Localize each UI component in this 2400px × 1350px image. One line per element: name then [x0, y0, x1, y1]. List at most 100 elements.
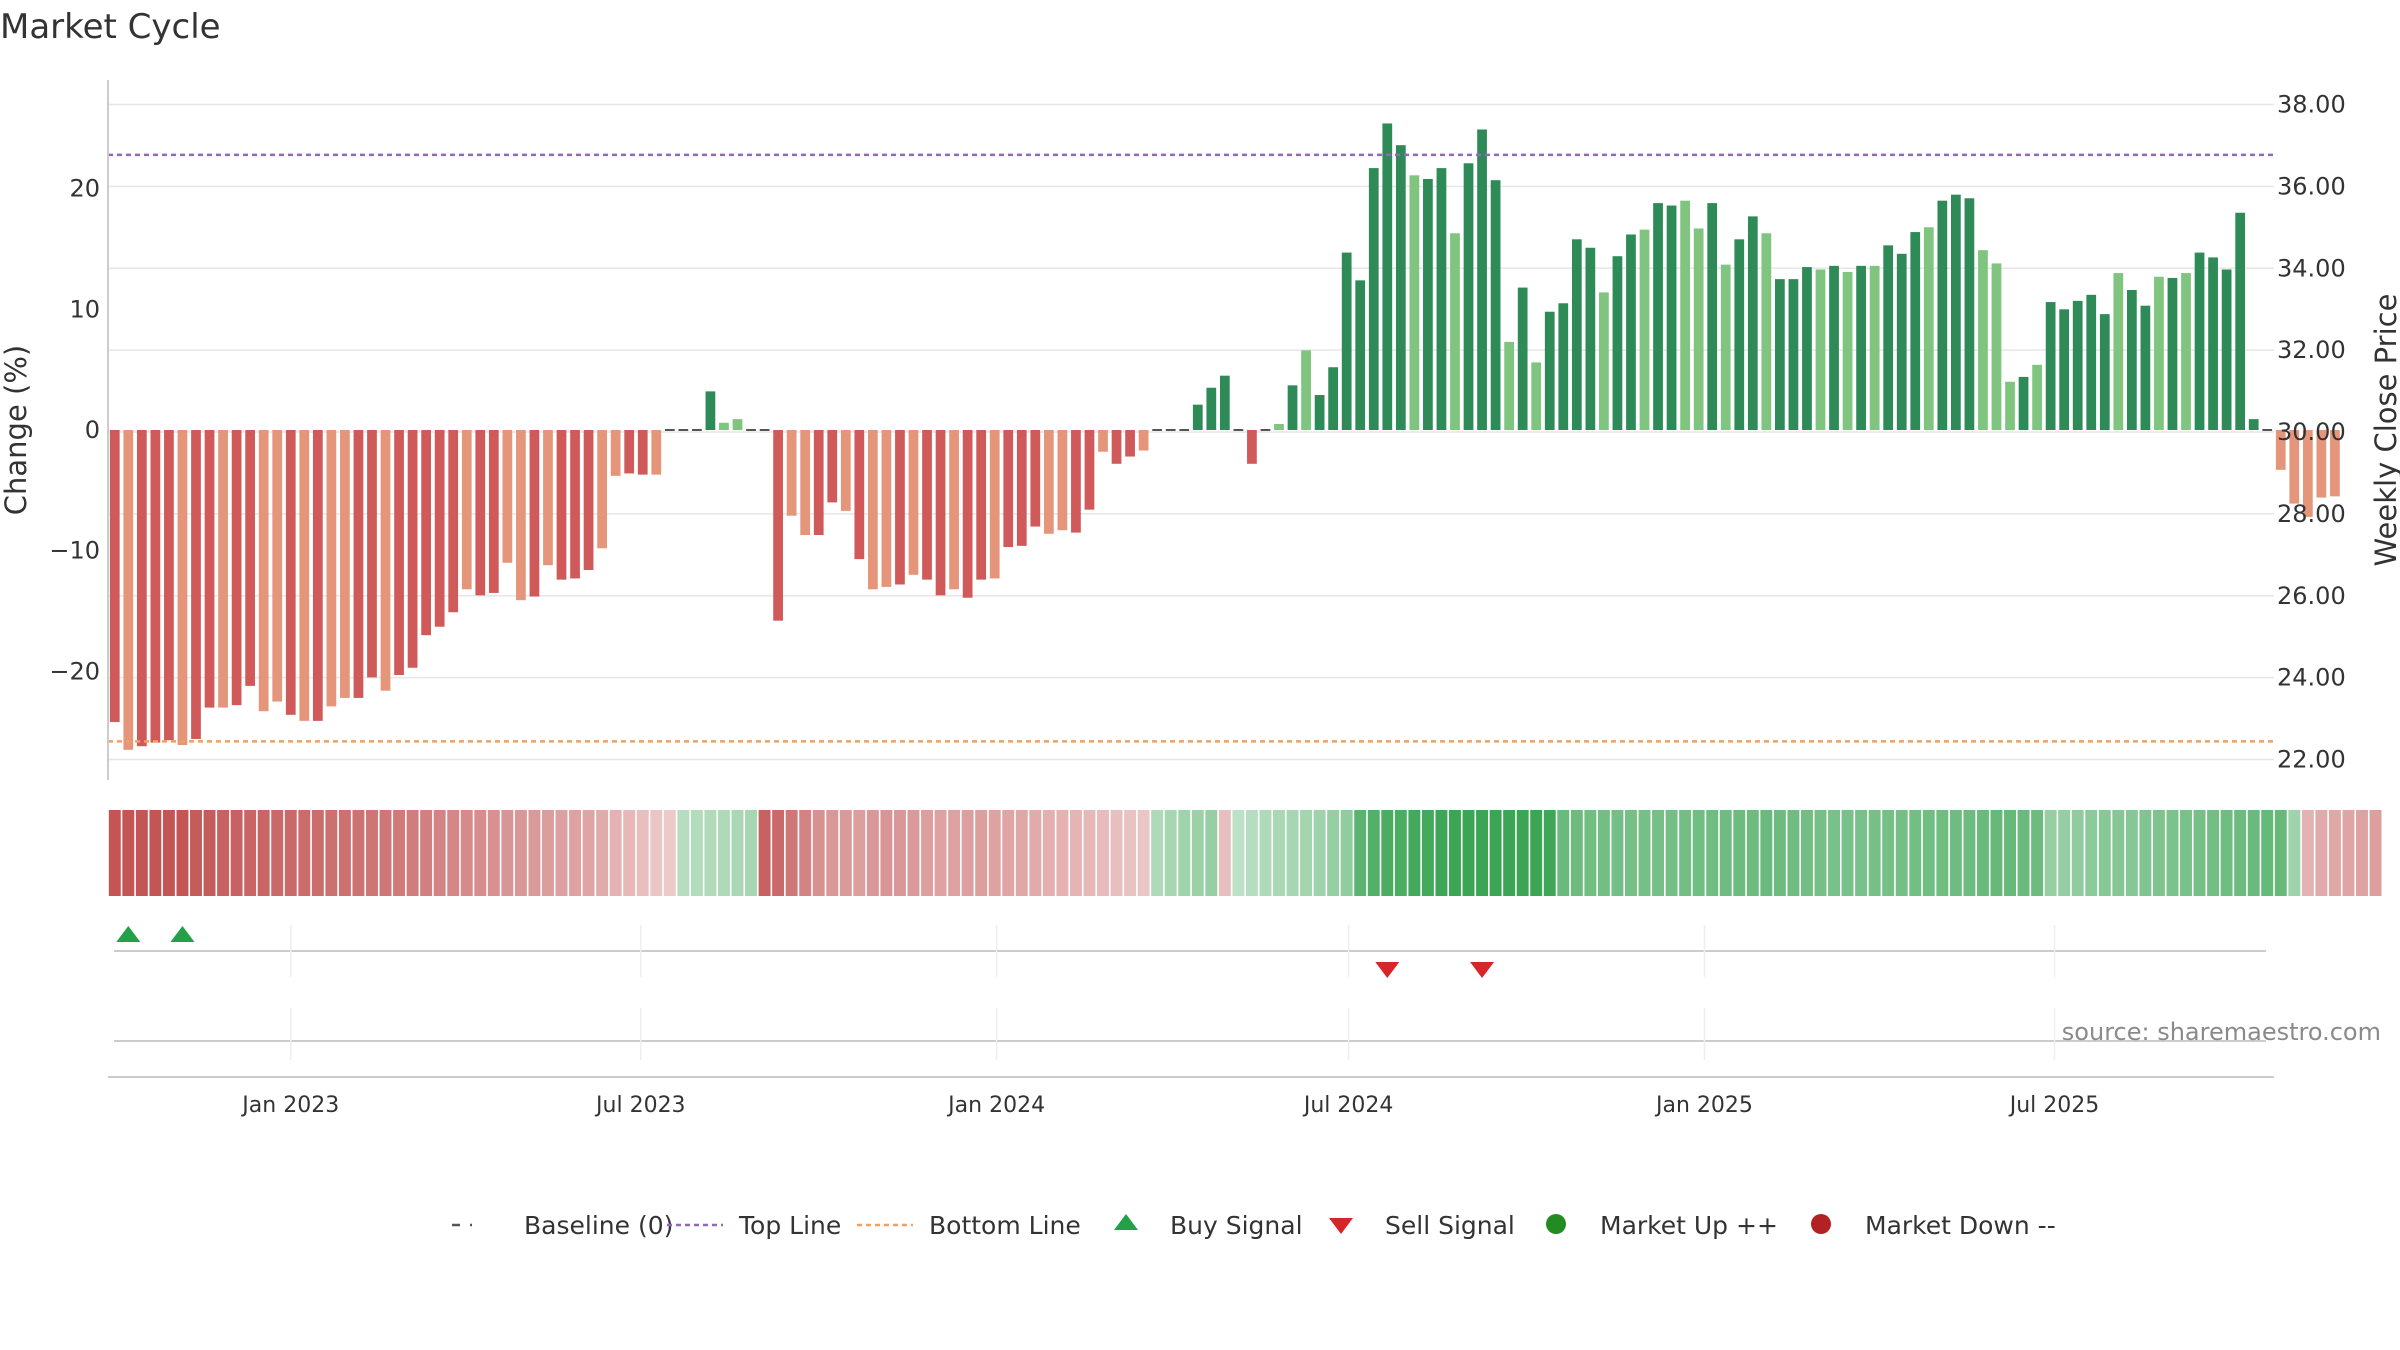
bar — [1558, 303, 1569, 430]
bar — [854, 430, 865, 560]
bar — [2302, 430, 2313, 517]
bar — [1734, 239, 1745, 430]
bar — [1585, 247, 1596, 430]
bar — [285, 430, 296, 715]
strip-cell — [2125, 810, 2138, 896]
strip-cell — [1584, 810, 1597, 896]
bar — [1950, 194, 1961, 430]
strip-cell — [569, 810, 582, 896]
bar — [1747, 216, 1758, 430]
strip-cell — [596, 810, 609, 896]
bar — [1084, 430, 1095, 510]
strip-cell — [1638, 810, 1651, 896]
strip-cell — [474, 810, 487, 896]
strip-cell — [135, 810, 148, 896]
bar — [1571, 239, 1582, 430]
bar — [1030, 430, 1041, 527]
strip-cell — [1002, 810, 1015, 896]
strip-cell — [2180, 810, 2192, 896]
bar — [556, 430, 567, 580]
strip-cell — [1273, 810, 1285, 896]
bar — [1869, 265, 1880, 430]
bar — [2330, 430, 2340, 497]
bar — [651, 430, 662, 475]
bar — [204, 430, 215, 708]
bar — [516, 430, 526, 601]
strip-cell — [826, 810, 839, 896]
strip-cell — [203, 810, 216, 896]
strip-cell — [1015, 810, 1028, 896]
bar — [813, 430, 824, 535]
strip-cell — [393, 810, 406, 896]
bar — [2275, 430, 2286, 470]
strip-cell — [514, 810, 527, 896]
x-tick-label: Jul 2024 — [1302, 1093, 1394, 1118]
bar-series — [109, 123, 2340, 750]
bar — [583, 430, 594, 570]
strip-cell — [812, 810, 825, 896]
strip-cell — [1733, 810, 1746, 896]
bar — [245, 430, 256, 686]
bar — [1923, 227, 1934, 430]
strip-cell — [853, 810, 866, 896]
strip-cell — [2288, 810, 2301, 896]
strip-cell — [2220, 810, 2233, 896]
strip-cell — [1719, 810, 1732, 896]
strip-cell — [1178, 810, 1191, 896]
sell-signal-marker — [1375, 962, 1400, 978]
bar — [1477, 129, 1487, 430]
bar — [488, 430, 499, 593]
strip-cell — [366, 810, 378, 896]
strip-cell — [487, 810, 500, 896]
strip-cell — [1922, 810, 1935, 896]
strip-cell — [1936, 810, 1949, 896]
strip-cell — [2031, 810, 2044, 896]
baseline-legend-label: Baseline (0) — [524, 1211, 673, 1240]
x-axis: Jan 2023 Jul 2023 Jan 2024 Jul 2024 Jan 2025… — [108, 1076, 2274, 1118]
bar — [312, 430, 323, 721]
strip-cell — [244, 810, 257, 896]
strip-cell — [2152, 810, 2165, 896]
bar — [1802, 267, 1812, 430]
strip-cell — [528, 810, 541, 896]
strip-cell — [1814, 810, 1827, 896]
bar — [502, 430, 513, 563]
strip-cell — [1151, 810, 1164, 896]
bar — [299, 430, 310, 721]
bar — [1016, 430, 1027, 546]
bar — [2140, 305, 2151, 430]
bar — [2194, 252, 2205, 430]
bar — [895, 430, 905, 585]
bar — [1788, 279, 1799, 430]
bar — [2208, 257, 2218, 430]
bar — [1192, 404, 1203, 430]
strip-cell — [284, 810, 297, 896]
strip-cell — [1882, 810, 1895, 896]
bottom-legend-label: Bottom Line — [929, 1211, 1081, 1240]
strip-cell — [907, 810, 920, 896]
bar — [773, 430, 783, 621]
strip-cell — [542, 810, 554, 896]
strip-cell — [271, 810, 284, 896]
bar — [867, 430, 878, 590]
strip-cell — [745, 810, 757, 896]
buy-signal-marker — [170, 926, 195, 942]
strip-cell — [230, 810, 243, 896]
bar — [719, 422, 729, 430]
strip-cell — [636, 810, 649, 896]
strip-cell — [1083, 810, 1096, 896]
strip-cell — [217, 810, 230, 896]
source-label: source: sharemaestro.com — [2062, 1018, 2381, 1046]
bar — [367, 430, 377, 678]
bar — [732, 419, 743, 430]
y-tick-label: −20 — [49, 657, 100, 685]
bar — [1612, 256, 1623, 430]
strip-cell — [650, 810, 663, 896]
bar — [1896, 253, 1907, 430]
x-tick-label: Jan 2023 — [240, 1093, 339, 1118]
strip-cell — [1665, 810, 1678, 896]
bar — [1937, 200, 1948, 430]
strip-cell — [338, 810, 351, 896]
bar — [624, 430, 635, 474]
